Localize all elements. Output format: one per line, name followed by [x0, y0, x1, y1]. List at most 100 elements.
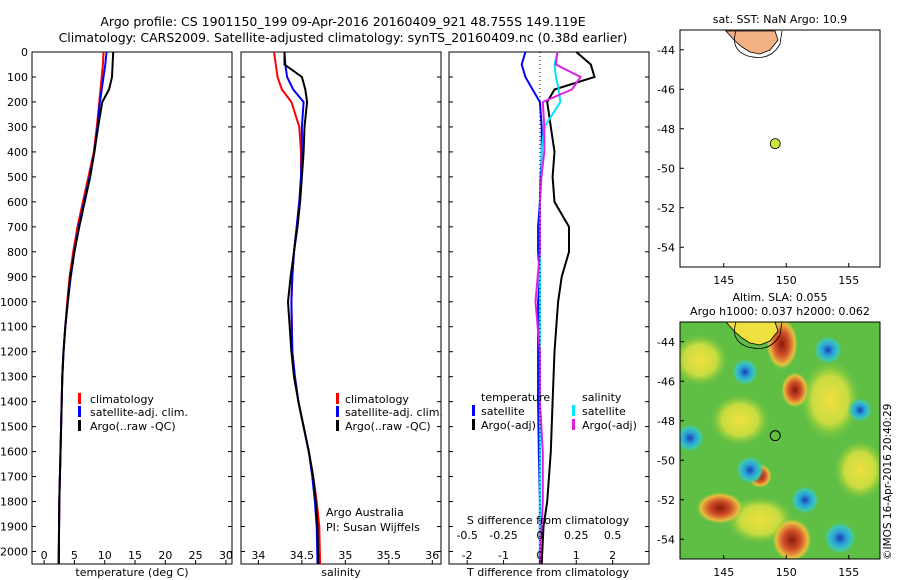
- lon-tick-label: 150: [776, 566, 797, 579]
- temperature-xlabel: temperature (deg C): [75, 566, 188, 579]
- temperature-series: [57, 51, 115, 565]
- pi-note: PI: Susan Wijffels: [326, 521, 420, 534]
- legend-swatch-s-satellite: [572, 405, 575, 416]
- s-difference-x-axis: -0.5 -0.25 0 0.25 0.5: [456, 529, 621, 542]
- salinity-series: [273, 51, 322, 565]
- legend-t-satellite: satellite: [481, 405, 525, 418]
- series-line-argo-raw-qc-: [57, 51, 115, 565]
- x-tick-label: 35.5: [377, 549, 402, 562]
- temperature-x-axis: 0 5 10 15 20 25 30: [41, 549, 233, 564]
- depth-tick-label: 1000: [0, 296, 28, 309]
- difference-panel-frame: [448, 51, 650, 565]
- depth-tick-label: 1600: [0, 446, 28, 459]
- sla-map-title-line1: Altim. SLA: 0.055: [732, 291, 827, 304]
- lat-tick-label: -54: [657, 241, 675, 254]
- salinity-legend: climatology satellite-adj. clim. Argo(..…: [326, 393, 443, 534]
- depth-tick-label: 2000: [0, 546, 28, 559]
- depth-tick-label: 1900: [0, 521, 28, 534]
- difference-legend: temperature satellite Argo(-adj) salinit…: [472, 391, 637, 432]
- salinity-xlabel: salinity: [321, 566, 361, 579]
- lat-tick-label: -52: [657, 202, 675, 215]
- lon-tick-label: 145: [713, 566, 734, 579]
- x-tick-label: 15: [128, 549, 142, 562]
- depth-tick-label: 200: [7, 96, 28, 109]
- depth-tick-label: 1400: [0, 396, 28, 409]
- imos-timestamp: ©IMOS 16-Apr-2016 20:40:29: [882, 404, 894, 560]
- temperature-panel-frame: [31, 51, 233, 565]
- lat-tick-label: -52: [657, 494, 675, 507]
- lon-tick-label: 145: [713, 274, 734, 287]
- legend-swatch-t-argo: [472, 419, 475, 430]
- depth-tick-label: 1200: [0, 346, 28, 359]
- sla-map-title-line2: Argo h1000: 0.037 h2000: 0.062: [690, 305, 870, 318]
- lat-tick-label: -46: [657, 375, 675, 388]
- depth-tick-label: 1100: [0, 321, 28, 334]
- x-tick-label: 10: [98, 549, 112, 562]
- series-line-satellite: [520, 51, 543, 564]
- lat-tick-label: -50: [657, 454, 675, 467]
- difference-xlabel: T difference from climatology: [466, 566, 629, 579]
- sst-map-frame: [679, 29, 881, 268]
- legend-swatch-climatology: [336, 393, 339, 404]
- legend-swatch-climatology: [78, 393, 81, 404]
- lon-tick-label: 155: [838, 274, 859, 287]
- salinity-panel-frame: [240, 51, 442, 565]
- depth-tick-label: 1800: [0, 496, 28, 509]
- temperature-legend: climatology satellite-adj. clim. Argo(..…: [78, 393, 188, 433]
- float-location-marker: [769, 138, 781, 150]
- x-tick-label: 20: [158, 549, 172, 562]
- series-line-argo-adj-: [534, 51, 583, 565]
- series-line-satellite-adj-clim-: [283, 51, 319, 565]
- lon-tick-label: 150: [776, 274, 797, 287]
- salinity-x-axis: 34 34.5 35 35.5 36: [251, 549, 439, 564]
- lat-tick-label: -48: [657, 123, 675, 136]
- float-location-marker: [769, 430, 781, 442]
- x-tick-label: -0.5: [456, 529, 477, 542]
- shelf-contour: [734, 30, 783, 58]
- shelf-contour: [734, 322, 783, 349]
- legend-temperature-header: temperature: [481, 391, 550, 404]
- legend-satellite: satellite-adj. clim.: [345, 406, 443, 419]
- legend-swatch-s-argo: [572, 419, 575, 430]
- sla-map-axes: 145 150 155 -44 -46 -48 -50 -52 -54: [657, 336, 859, 579]
- depth-tick-label: 400: [7, 146, 28, 159]
- sst-map-title: sat. SST: NaN Argo: 10.9: [713, 13, 847, 26]
- figure-title-line2: Climatology: CARS2009. Satellite-adjuste…: [59, 30, 628, 45]
- legend-swatch-satellite: [336, 406, 339, 417]
- land-shape: [725, 322, 779, 346]
- sla-map-frame: [679, 321, 881, 560]
- x-tick-label: 25: [189, 549, 203, 562]
- series-line-argo-adj-: [540, 51, 596, 565]
- x-tick-label: -2: [462, 549, 473, 562]
- lat-tick-label: -54: [657, 533, 675, 546]
- x-tick-label: 35: [338, 549, 352, 562]
- depth-tick-label: 900: [7, 271, 28, 284]
- x-tick-label: 0.25: [564, 529, 589, 542]
- lat-tick-label: -48: [657, 415, 675, 428]
- x-tick-label: -1: [498, 549, 509, 562]
- lat-tick-label: -46: [657, 83, 675, 96]
- operator-note: Argo Australia: [326, 506, 404, 519]
- x-tick-label: 30: [219, 549, 233, 562]
- legend-t-argo: Argo(-adj): [481, 419, 536, 432]
- x-tick-label: 34: [251, 549, 265, 562]
- legend-satellite: satellite-adj. clim.: [90, 406, 188, 419]
- x-tick-label: -0.25: [489, 529, 517, 542]
- x-tick-label: 0: [41, 549, 48, 562]
- lon-tick-label: 155: [838, 566, 859, 579]
- x-tick-label: 0: [536, 529, 543, 542]
- s-difference-label: S difference from climatology: [467, 514, 630, 527]
- depth-tick-label: 1700: [0, 471, 28, 484]
- lat-tick-label: -44: [657, 336, 675, 349]
- depth-tick-label: 600: [7, 196, 28, 209]
- sla-heatmap: [680, 322, 880, 559]
- legend-swatch-argo: [336, 420, 339, 431]
- legend-s-argo: Argo(-adj): [582, 419, 637, 432]
- legend-s-satellite: satellite: [582, 405, 626, 418]
- legend-argo: Argo(..raw -QC): [90, 420, 176, 433]
- depth-tick-label: 0: [21, 46, 28, 59]
- difference-series: [520, 51, 596, 565]
- figure-title-line1: Argo profile: CS 1901150_199 09-Apr-2016…: [100, 14, 585, 29]
- x-tick-label: 0.5: [604, 529, 622, 542]
